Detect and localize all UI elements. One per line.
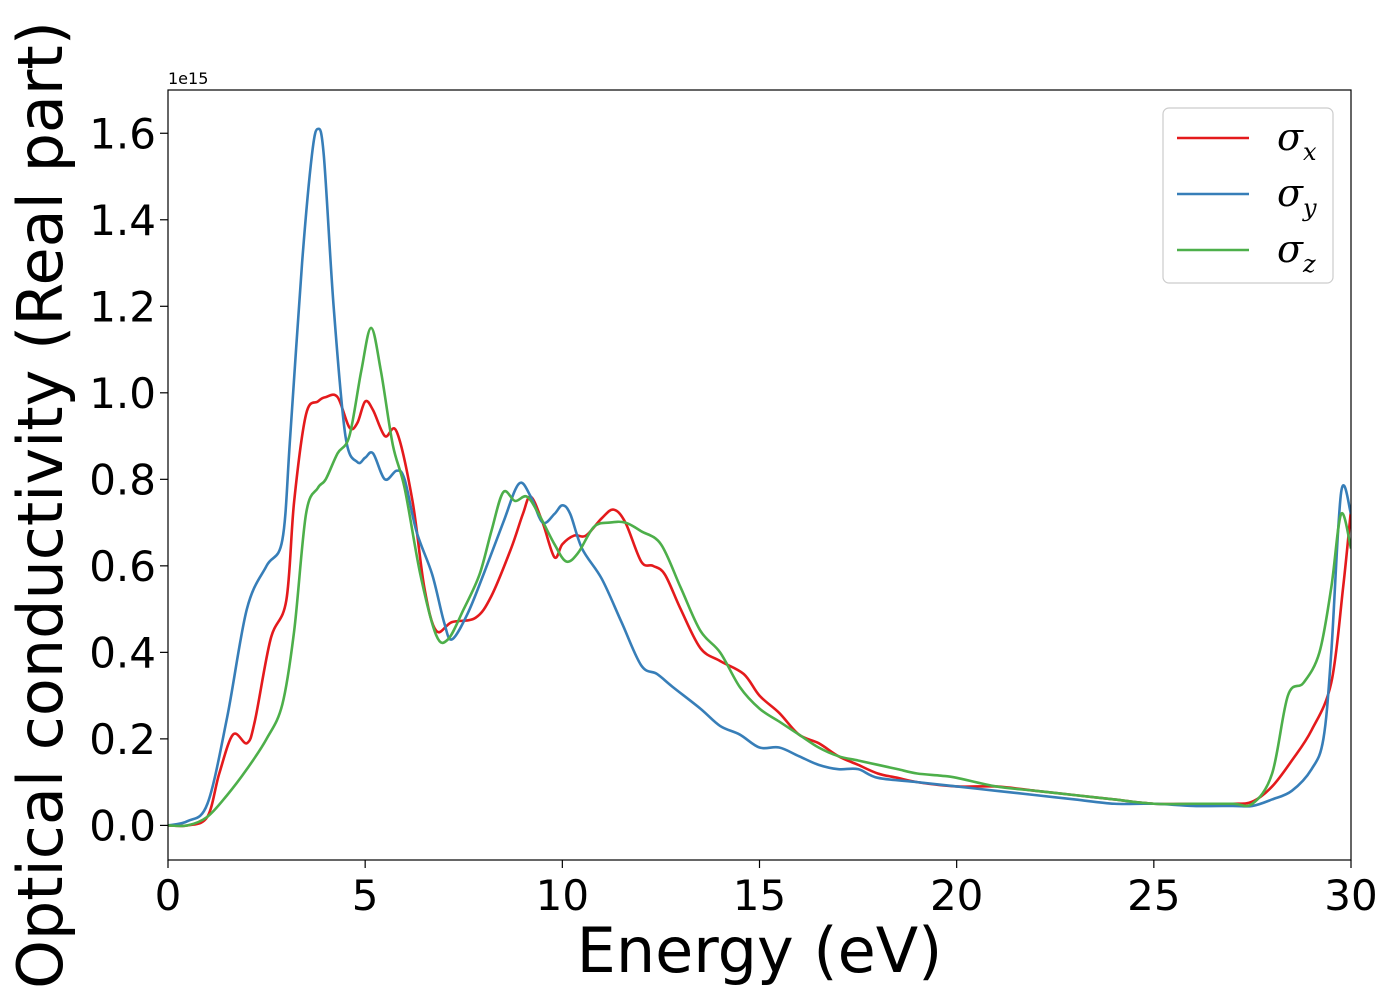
y-offset-label: 1e15 <box>168 69 208 88</box>
y-tick-label: 1.4 <box>89 196 156 245</box>
y-tick-label: 0.6 <box>89 542 156 591</box>
x-tick-label: 25 <box>1127 871 1180 920</box>
legend-box <box>1162 107 1334 284</box>
y-tick-label: 1.0 <box>89 369 156 418</box>
y-tick-label: 1.6 <box>89 109 156 158</box>
plot-lines <box>168 127 1351 828</box>
legend-label-sigma-x: σx <box>1277 115 1317 166</box>
x-tick-label: 15 <box>733 871 786 920</box>
x-tick-label: 30 <box>1324 871 1377 920</box>
y-tick-label: 0.8 <box>89 455 156 504</box>
x-tick-label: 20 <box>930 871 983 920</box>
x-axis-label: Energy (eV) <box>577 914 943 987</box>
legend-label-sigma-z: σz <box>1277 227 1316 278</box>
x-tick-label: 10 <box>536 871 589 920</box>
y-axis-label: Optical conductivity (Real part) <box>4 21 77 989</box>
legend-label-sigma-y: σy <box>1277 171 1317 222</box>
series-line-sigma-x <box>168 393 1351 828</box>
y-tick-label: 0.2 <box>89 715 156 764</box>
y-tick-label: 0.4 <box>89 628 156 677</box>
y-tick-label: 0.0 <box>89 801 156 850</box>
x-tick-label: 5 <box>352 871 379 920</box>
series-line-sigma-z <box>168 326 1351 828</box>
x-tick-label: 0 <box>155 871 182 920</box>
axis-ticks: 0 5 10 15 20 25 30 0.0 0.2 0.4 0.6 0.8 1.0 1.2 1.4 1.6 <box>89 109 1378 920</box>
series-line-sigma-y <box>168 127 1351 827</box>
y-tick-label: 1.2 <box>89 282 156 331</box>
